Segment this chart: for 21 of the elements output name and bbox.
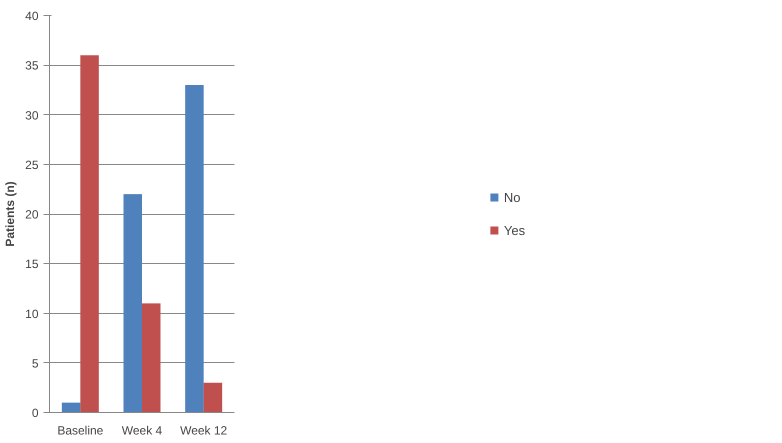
y-tick-label: 10 (25, 306, 39, 321)
y-tick-label: 30 (25, 108, 39, 122)
x-tick-label: Week 12 (180, 424, 228, 438)
bar (204, 382, 222, 412)
legend-label: No (504, 190, 522, 204)
y-tick-label: 0 (32, 406, 39, 420)
bar (124, 194, 142, 412)
x-tick-label: Baseline (57, 424, 104, 438)
y-axis-title: Patients (n) (3, 181, 18, 247)
x-tick-label: Week 4 (122, 424, 163, 438)
y-tick-label: 15 (25, 257, 39, 272)
y-tick-label: 5 (32, 356, 39, 370)
y-tick-label: 40 (25, 9, 39, 23)
y-tick-label: 20 (25, 208, 39, 222)
y-tick-label: 35 (25, 58, 39, 73)
bar (142, 303, 160, 412)
bar (80, 55, 99, 412)
legend-label: Yes (504, 222, 526, 238)
bar (185, 84, 204, 412)
y-tick-label: 25 (25, 158, 39, 172)
bar (62, 402, 80, 412)
